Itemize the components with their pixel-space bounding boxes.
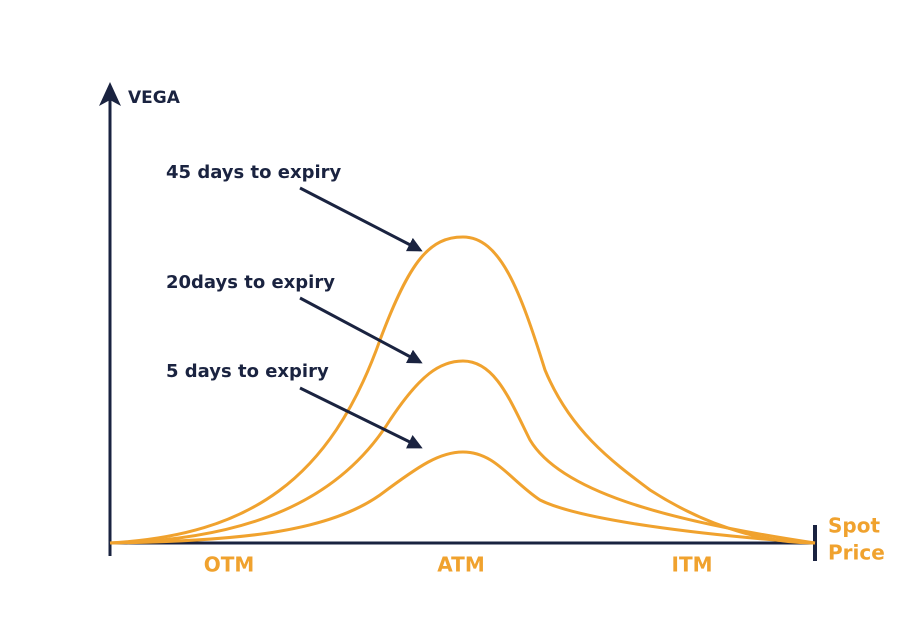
- curve-20-days: [109, 359, 816, 545]
- annotation-arrow: [299, 386, 423, 449]
- x-axis-label: Spot: [828, 514, 880, 538]
- x-axis-label: Price: [828, 541, 885, 565]
- annotation: 20days to expiry: [166, 272, 335, 293]
- annotation-arrow: [299, 186, 423, 252]
- region-label: ATM: [437, 553, 484, 577]
- curve-45-days: [109, 235, 816, 545]
- annotation-arrow: [299, 296, 423, 364]
- region-label: OTM: [204, 553, 255, 577]
- y-axis-label: VEGA: [128, 88, 181, 108]
- curve-5-days: [109, 450, 816, 545]
- y-axis-arrowhead: [99, 82, 121, 106]
- annotation: 5 days to expiry: [166, 361, 329, 382]
- region-label: ITM: [672, 553, 713, 577]
- annotation: 45 days to expiry: [166, 162, 341, 183]
